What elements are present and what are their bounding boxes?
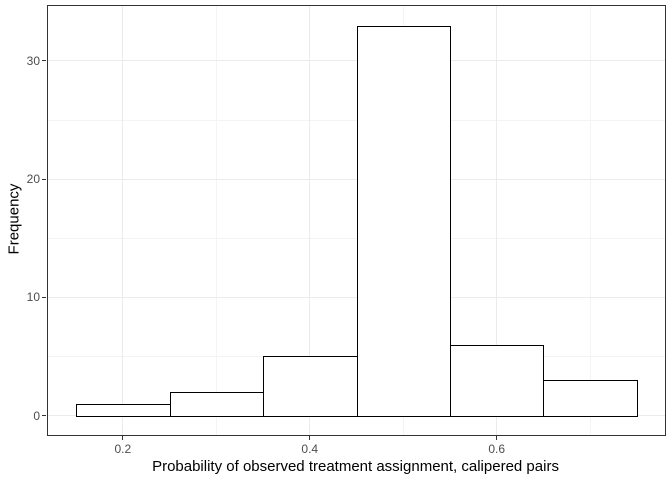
histogram-bar xyxy=(76,404,171,417)
minor-gridline-horizontal xyxy=(48,119,665,121)
plot-panel xyxy=(47,5,666,436)
y-tick-label: 30 xyxy=(26,53,40,68)
major-gridline-vertical xyxy=(122,6,124,435)
histogram-bar xyxy=(170,392,264,417)
major-gridline-vertical xyxy=(309,6,311,435)
major-gridline-horizontal xyxy=(48,178,665,180)
y-tick-mark xyxy=(42,296,46,298)
histogram-bar xyxy=(543,380,638,417)
y-tick-mark xyxy=(42,415,46,416)
x-tick-label: 0.6 xyxy=(488,442,506,456)
histogram-bar xyxy=(263,356,358,417)
major-gridline-horizontal xyxy=(48,60,665,62)
x-tick-label: 0.2 xyxy=(114,442,132,456)
y-tick-label: 20 xyxy=(26,172,40,187)
x-tick-mark xyxy=(496,436,498,440)
x-axis-title: Probability of observed treatment assign… xyxy=(152,458,559,475)
major-gridline-horizontal xyxy=(48,296,665,298)
y-tick-label: 0 xyxy=(33,408,40,423)
minor-gridline-vertical xyxy=(589,6,591,435)
x-tick-mark xyxy=(309,436,311,440)
major-gridline-vertical xyxy=(496,6,498,435)
minor-gridline-vertical xyxy=(215,6,217,435)
y-tick-mark xyxy=(42,60,46,62)
histogram-bar xyxy=(357,26,451,417)
x-tick-label: 0.4 xyxy=(301,442,319,456)
y-tick-label: 10 xyxy=(26,290,40,305)
x-tick-mark xyxy=(122,436,124,440)
y-axis-title: Frequency xyxy=(5,183,23,255)
minor-gridline-horizontal xyxy=(48,237,665,239)
y-tick-mark xyxy=(42,178,46,180)
histogram-bar xyxy=(450,345,544,417)
